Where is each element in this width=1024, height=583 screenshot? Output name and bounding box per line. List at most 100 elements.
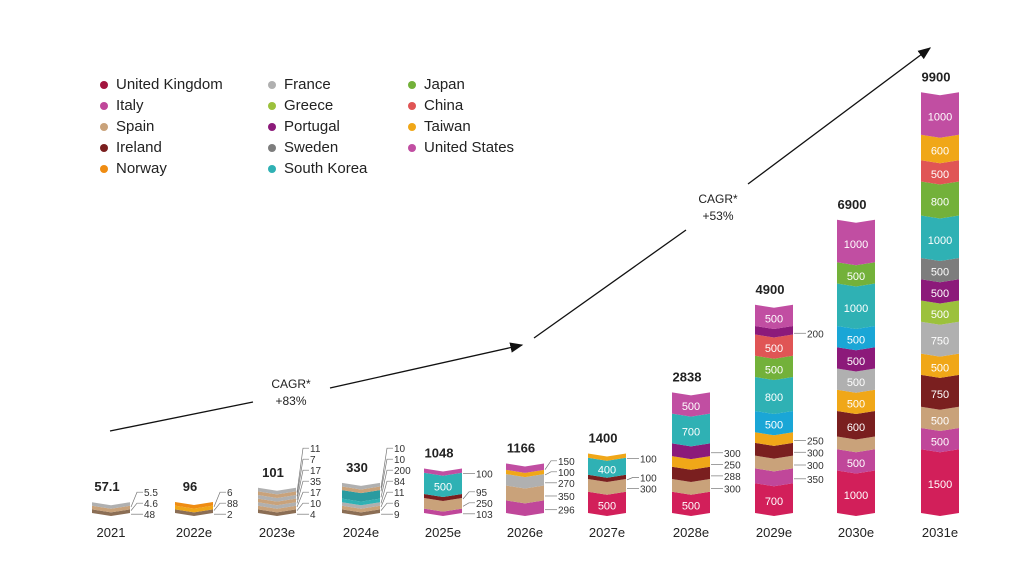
segment-label: 750 bbox=[931, 389, 949, 401]
cagr-value: +83% bbox=[275, 394, 306, 408]
segment-label: 500 bbox=[931, 288, 949, 300]
callout-label: 300 bbox=[724, 484, 741, 495]
callout-label: 4.6 bbox=[144, 499, 158, 510]
legend-label: France bbox=[284, 76, 331, 93]
bar-segment bbox=[424, 508, 462, 516]
segment-label: 500 bbox=[931, 362, 949, 374]
bar-segment bbox=[258, 495, 296, 502]
bar-segment bbox=[342, 486, 380, 494]
callout-label: 250 bbox=[476, 499, 493, 510]
legend-item: United Kingdom bbox=[100, 76, 223, 93]
segment-label: 1000 bbox=[928, 112, 952, 124]
segment-label: 500 bbox=[847, 377, 865, 389]
bar-segment bbox=[588, 453, 626, 461]
bar-segment bbox=[258, 498, 296, 506]
segment-label: 800 bbox=[931, 197, 949, 209]
segment-label: 500 bbox=[847, 398, 865, 410]
bar-segment bbox=[92, 505, 130, 513]
bar-total: 96 bbox=[183, 479, 197, 494]
bar-total: 330 bbox=[346, 460, 368, 475]
callout-label: 296 bbox=[558, 506, 575, 517]
bar-total: 4900 bbox=[756, 282, 785, 297]
segment-label: 500 bbox=[931, 415, 949, 427]
legend-swatch bbox=[268, 122, 276, 131]
legend-swatch bbox=[408, 122, 416, 131]
callout-label: 10 bbox=[394, 444, 406, 455]
bar-segment bbox=[342, 505, 380, 513]
legend-label: Portugal bbox=[284, 118, 340, 135]
legend-swatch bbox=[100, 143, 108, 152]
bar-total: 6900 bbox=[838, 197, 867, 212]
legend-label: Taiwan bbox=[424, 118, 471, 135]
callout-label: 250 bbox=[724, 460, 741, 471]
bar-segment bbox=[258, 502, 296, 509]
bar-segment bbox=[506, 474, 544, 489]
x-tick-label: 2024e bbox=[343, 525, 379, 540]
callout-label: 17 bbox=[310, 488, 322, 499]
legend-item: Taiwan bbox=[408, 118, 471, 135]
cagr-label: CAGR* bbox=[698, 192, 738, 206]
legend-swatch bbox=[268, 143, 276, 152]
callout-label: 48 bbox=[144, 510, 156, 521]
bar-segment bbox=[755, 377, 793, 414]
callout-line bbox=[296, 458, 309, 497]
callout-label: 100 bbox=[640, 455, 657, 466]
callout-label: 35 bbox=[310, 477, 322, 488]
legend-label: United Kingdom bbox=[116, 76, 223, 93]
bar-segment bbox=[921, 321, 959, 357]
x-tick-label: 2021 bbox=[97, 525, 126, 540]
bar-segment bbox=[755, 304, 793, 329]
legend-swatch bbox=[100, 122, 108, 131]
callout-label: 11 bbox=[394, 488, 405, 499]
bar-total: 57.1 bbox=[94, 479, 119, 494]
bar-total: 101 bbox=[262, 465, 284, 480]
bar-segment bbox=[921, 428, 959, 453]
callout-line bbox=[130, 491, 143, 508]
bar-segment bbox=[921, 181, 959, 219]
legend-label: Norway bbox=[116, 160, 167, 177]
callout-label: 200 bbox=[394, 466, 411, 477]
bar-segment bbox=[588, 491, 626, 516]
bar-segment bbox=[92, 509, 130, 516]
bar-segment bbox=[837, 219, 875, 266]
legend-label: Spain bbox=[116, 118, 155, 135]
bar-total: 2838 bbox=[673, 369, 702, 384]
segment-label: 500 bbox=[765, 364, 783, 376]
callout-label: 350 bbox=[558, 492, 575, 503]
callout-line bbox=[380, 458, 393, 492]
segment-label: 500 bbox=[931, 437, 949, 449]
bar-segment bbox=[921, 160, 959, 185]
bar-segment bbox=[424, 472, 462, 497]
bar-segment bbox=[837, 449, 875, 474]
bar-segment bbox=[506, 469, 544, 478]
legend-item: France bbox=[268, 76, 331, 93]
callout-line bbox=[296, 480, 309, 504]
bar-segment bbox=[755, 326, 793, 338]
legend-swatch bbox=[268, 80, 276, 89]
callout-label: 300 bbox=[807, 448, 824, 459]
bar-segment bbox=[258, 509, 296, 516]
bar-segment bbox=[506, 463, 544, 473]
segment-label: 800 bbox=[765, 392, 783, 404]
callout-label: 4 bbox=[310, 510, 316, 521]
bar-segment bbox=[672, 413, 710, 447]
callout-label: 300 bbox=[807, 461, 824, 472]
callout-label: 150 bbox=[558, 457, 575, 468]
legend-swatch bbox=[408, 80, 416, 89]
callout-line bbox=[380, 469, 393, 498]
segment-label: 500 bbox=[847, 356, 865, 368]
legend-swatch bbox=[268, 101, 276, 110]
legend-item: Sweden bbox=[268, 139, 338, 156]
x-tick-label: 2025e bbox=[425, 525, 461, 540]
x-tick-label: 2029e bbox=[756, 525, 792, 540]
segment-label: 1500 bbox=[928, 479, 952, 491]
bar-segment bbox=[424, 468, 462, 476]
callout-line bbox=[296, 447, 309, 493]
callout-label: 288 bbox=[724, 472, 741, 483]
callout-line bbox=[544, 471, 557, 476]
bar-segment bbox=[342, 502, 380, 509]
bar-segment bbox=[921, 258, 959, 283]
legend-item: Japan bbox=[408, 76, 465, 93]
legend-label: United States bbox=[424, 139, 515, 156]
